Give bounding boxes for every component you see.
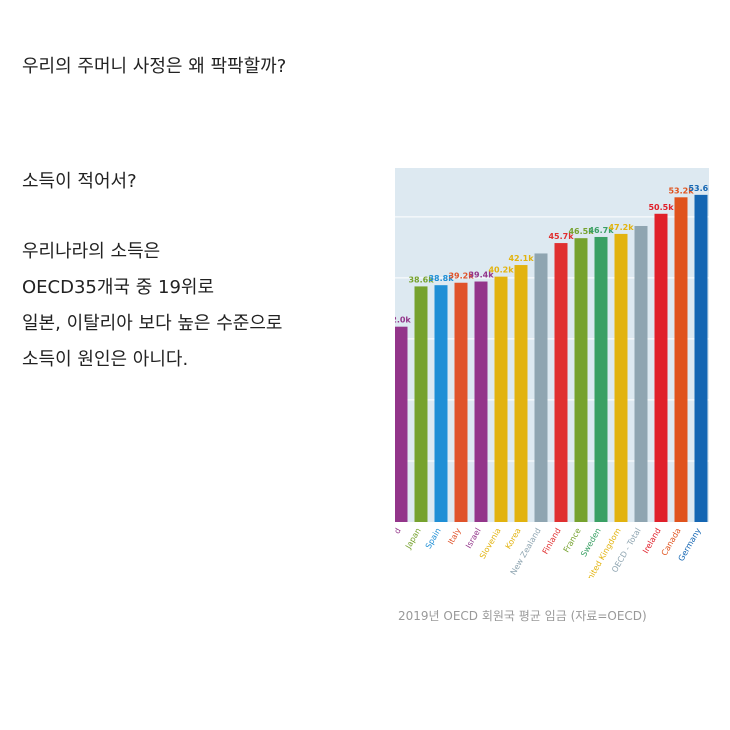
heading: 우리의 주머니 사정은 왜 팍팍할까? [22,56,287,77]
value-label: 46.5k [568,227,594,236]
chart-image: 2.0k d 38.6k Japan 38.8k Spain 39.2k Italy 39.4k… [395,168,709,578]
bar [454,282,468,522]
bar [554,243,568,522]
body-line: 우리나라의 소득은 [22,241,161,262]
x-tick-label: Korea [504,526,523,550]
bar [534,253,548,522]
value-label: 39.4k [468,271,494,280]
value-label: 2.0k [395,316,411,325]
x-tick-label: d [395,527,403,536]
x-tick-label: Japan [403,527,422,552]
bar [514,265,528,522]
body-line: 일본, 이탈리아 보다 높은 수준으로 [22,313,283,334]
body-line: 소득이 원인은 아니다. [22,349,189,370]
bar [434,285,448,522]
x-tick-label: Finland [541,527,563,556]
x-tick-label: Spain [424,527,443,551]
caption: 2019년 OECD 회원국 평균 임금 (자료=OECD) [398,609,647,623]
value-label: 38.8k [428,274,454,283]
bar [634,225,648,522]
value-label: 39.2k [448,272,474,281]
value-label: 53.6k [688,184,709,193]
question: 소득이 적어서? [22,171,137,192]
bar [654,213,668,522]
bar [395,326,408,522]
bar [574,238,588,523]
x-tick-label: France [562,526,583,554]
value-label: 47.2k [608,223,634,232]
value-label: 45.7k [548,232,574,241]
bar [474,281,488,522]
x-tick-label: Ireland [641,527,663,555]
bar [694,194,708,523]
bar [614,233,628,522]
bar [674,197,688,522]
bar [594,236,608,522]
value-label: 50.5k [648,203,674,212]
x-tick-label: Israel [464,527,483,550]
bar [494,276,508,522]
body-line: OECD35개국 중 19위로 [22,277,215,298]
value-label: 38.6k [408,275,434,284]
value-label: 46.7k [588,226,614,235]
value-label: 53.2k [668,186,694,195]
value-label: 40.2k [488,266,514,275]
value-label: 42.1k [508,254,534,263]
x-tick-label: Italy [446,526,463,546]
bar [414,286,428,522]
